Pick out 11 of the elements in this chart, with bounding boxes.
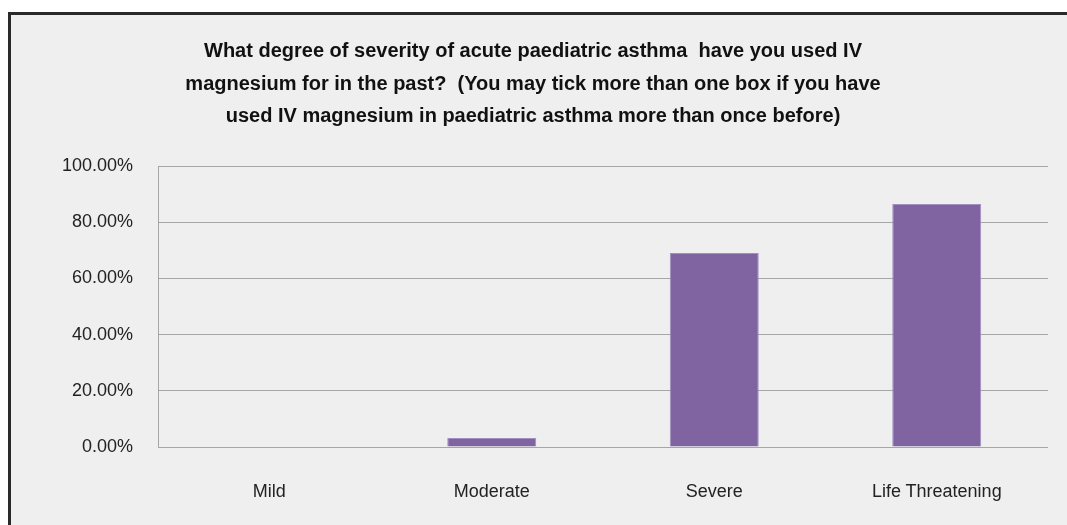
- y-tick-label: 20.00%: [71, 379, 133, 400]
- x-tick-label: Severe: [685, 480, 743, 501]
- y-tick-label: 100.00%: [61, 154, 133, 175]
- x-tick-label: Moderate: [453, 480, 530, 501]
- y-tick-label: 40.00%: [71, 323, 133, 344]
- x-tick-label: Life Threatening: [871, 480, 1002, 501]
- y-tick-label: 0.00%: [81, 435, 133, 456]
- x-tick-label: Mild: [252, 480, 286, 501]
- chart-title: What degree of severity of acute paediatric asthma have you used IV magnesium for in the past? (You may tick more than one box if you have used IV magnesium in paediatric asthma more than once before): [184, 38, 882, 128]
- y-tick-label: 80.00%: [71, 211, 133, 232]
- y-tick-label: 60.00%: [71, 267, 133, 288]
